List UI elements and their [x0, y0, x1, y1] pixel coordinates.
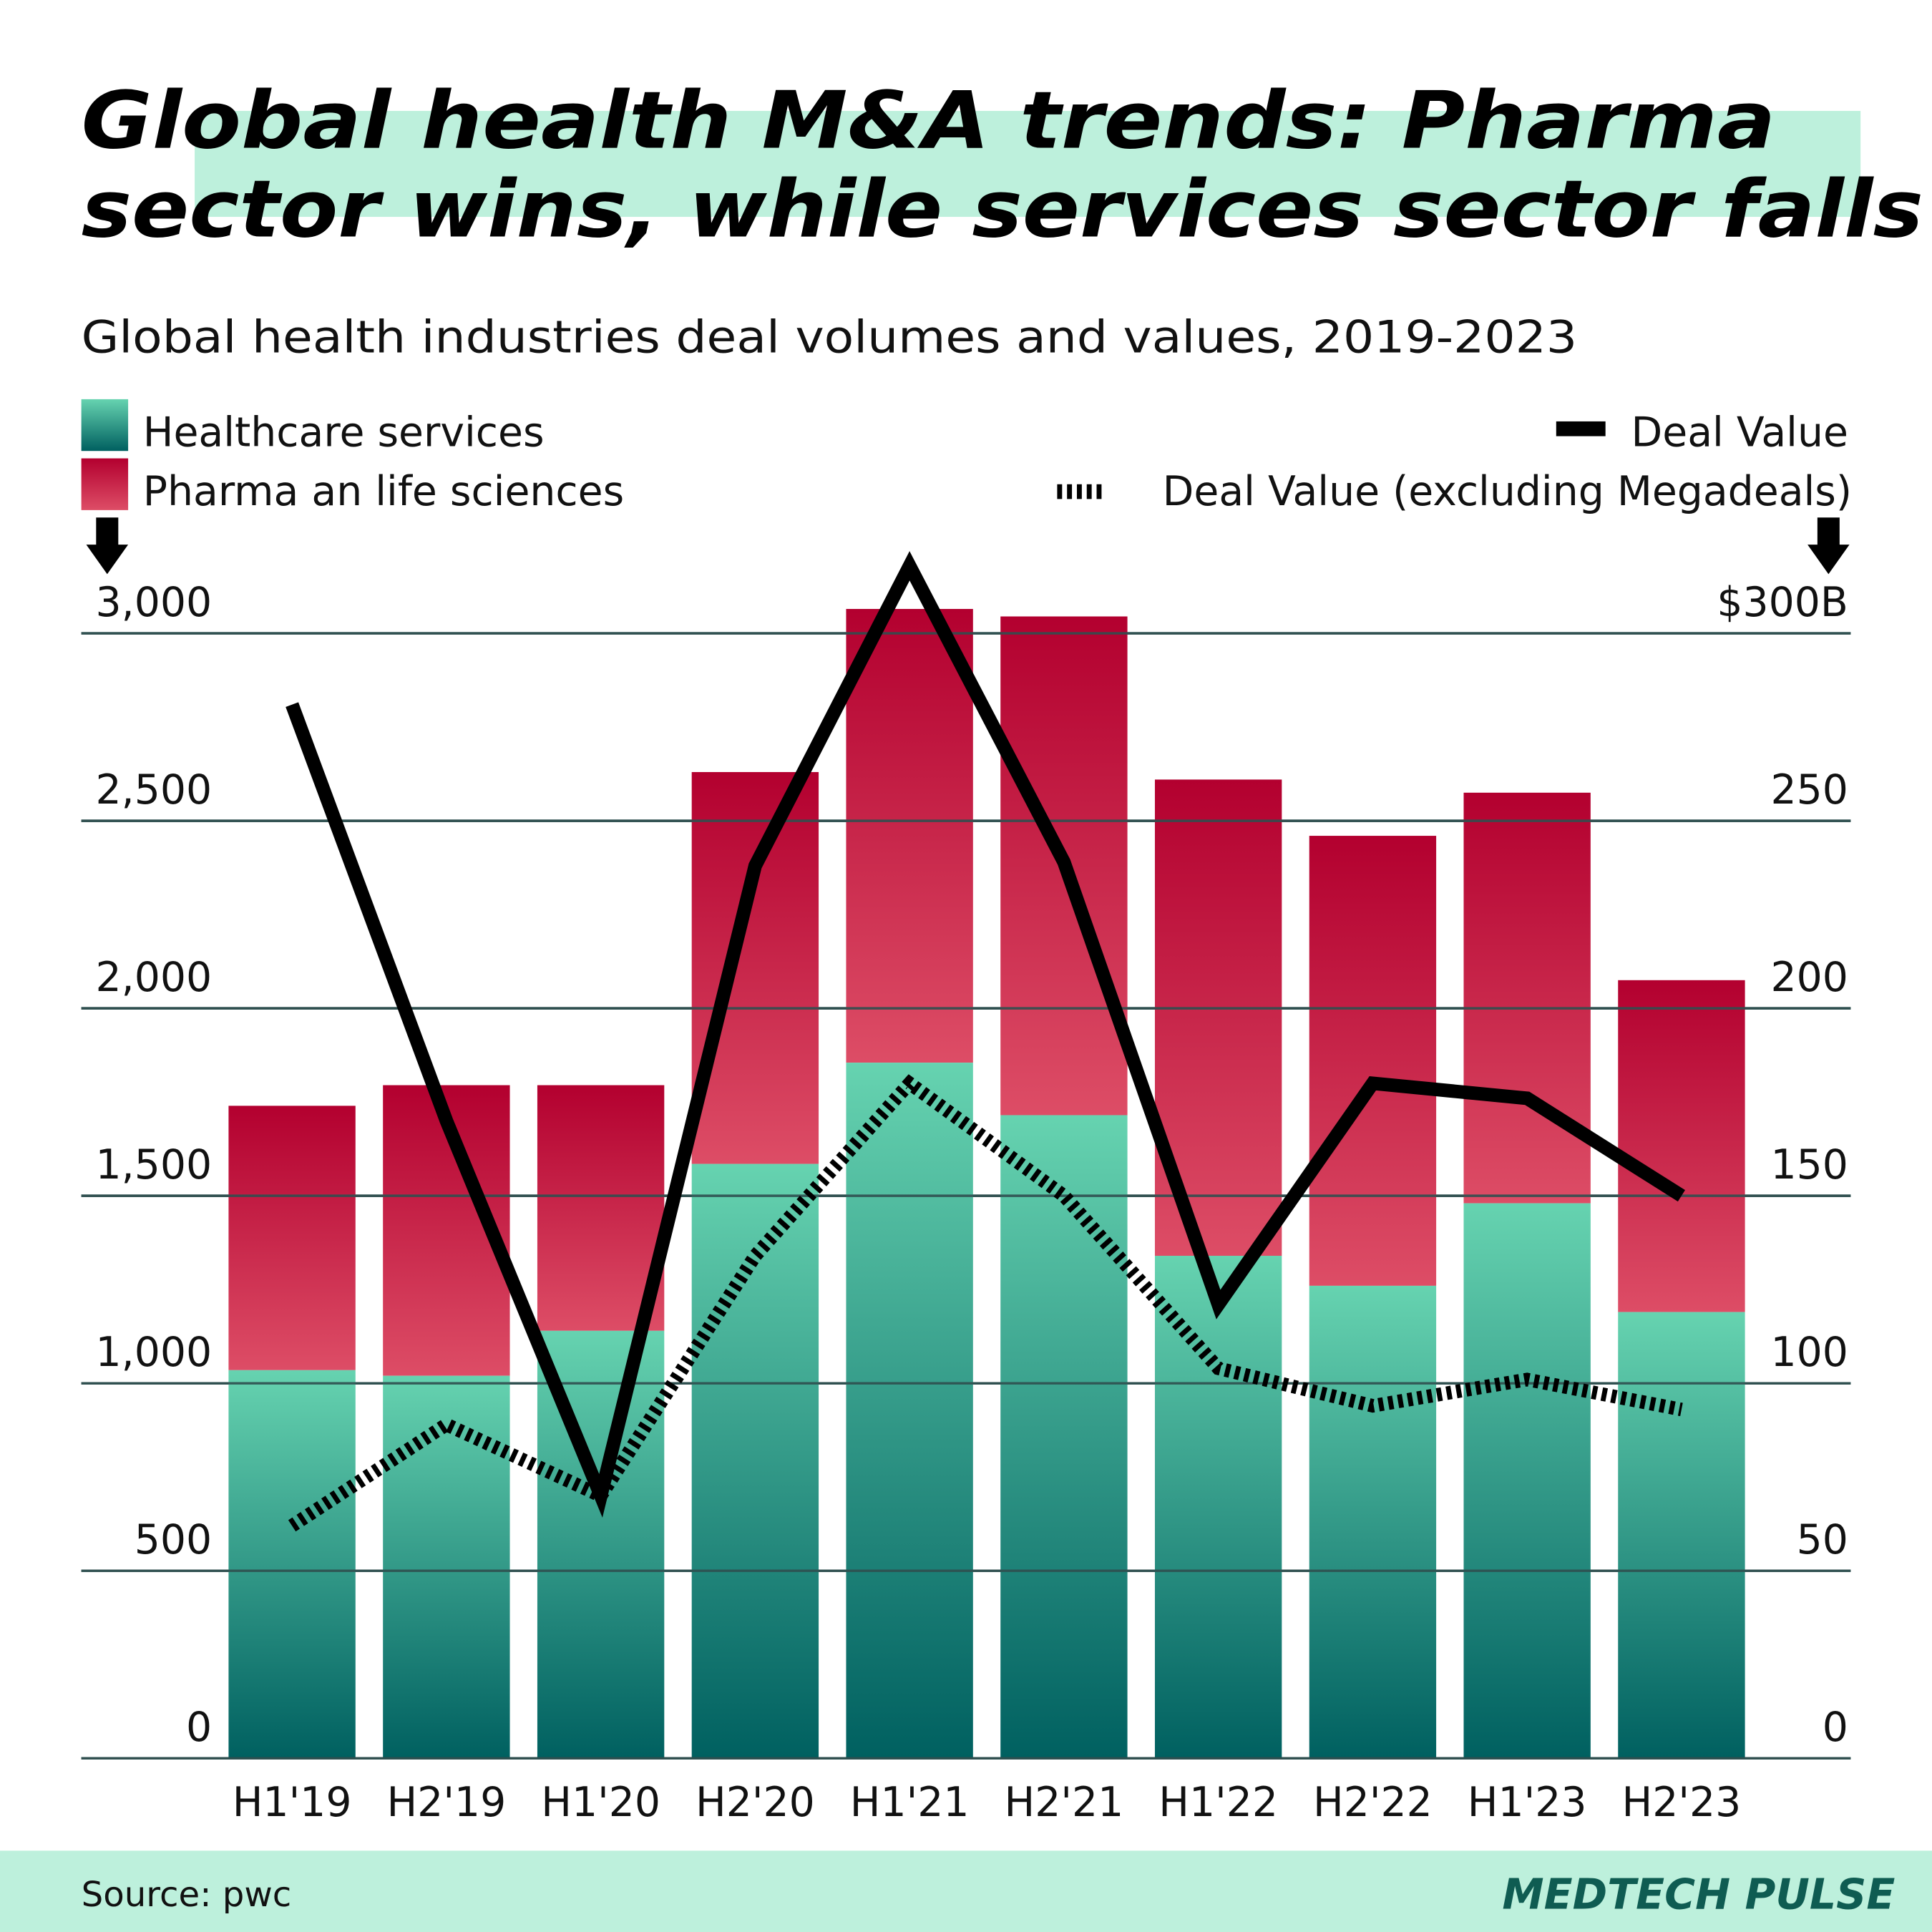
legend-label-deal-value: Deal Value [1631, 409, 1848, 456]
deal-value-line [286, 551, 1685, 1518]
legend-label-pharma: Pharma an life sciences [143, 468, 625, 515]
bar-pharma [691, 771, 819, 1164]
bar-healthcare [228, 1370, 356, 1759]
left-axis-tick-label: 0 [186, 1704, 212, 1751]
x-axis-label: H2'23 [1622, 1779, 1742, 1826]
right-axis-tick-label: 150 [1770, 1141, 1848, 1189]
bar-pharma [537, 1085, 665, 1331]
legend-swatch-deal-value [1556, 421, 1606, 436]
deal-value-ex-megadeals-line [288, 1074, 1683, 1532]
right-axis-tick-label: 200 [1770, 954, 1848, 1001]
legend-label-deal-value-ex: Deal Value (excluding Megadeals) [1163, 468, 1852, 515]
x-axis-label: H1'21 [850, 1779, 970, 1826]
subtitle: Global health industries deal volumes an… [82, 311, 1577, 363]
bar-pharma [1309, 836, 1437, 1286]
legend-swatch-pharma [81, 458, 129, 510]
bar-pharma [1463, 792, 1591, 1204]
x-axis-label: H2'20 [696, 1779, 815, 1826]
bar-healthcare [383, 1375, 510, 1759]
right-axis-arrow-icon [1807, 517, 1850, 575]
x-axis-label: H1'20 [541, 1779, 660, 1826]
left-axis-tick-label: 500 [135, 1516, 212, 1563]
x-axis-label: H1'23 [1468, 1779, 1587, 1826]
x-axis-label: H1'22 [1158, 1779, 1278, 1826]
title-highlight [195, 110, 1861, 218]
left-axis-tick-label: 3,000 [96, 579, 213, 626]
footer-bar [0, 1850, 1932, 1932]
right-axis-tick-label: 250 [1770, 766, 1848, 814]
bar-pharma [1618, 980, 1745, 1312]
bar-pharma [846, 609, 973, 1063]
right-axis-tick-label: $300B [1717, 579, 1848, 626]
title-line-1: Global health M&A trends: Pharma [82, 75, 1776, 167]
left-axis-tick-label: 2,000 [96, 954, 213, 1001]
right-axis-tick-label: 50 [1797, 1516, 1848, 1563]
bar-pharma [228, 1106, 356, 1370]
legend-label-healthcare: Healthcare services [143, 409, 545, 456]
left-axis-tick-label: 1,500 [96, 1141, 213, 1189]
bar-healthcare [1309, 1285, 1437, 1759]
left-axis-tick-label: 2,500 [96, 766, 213, 814]
bar-healthcare [846, 1063, 973, 1759]
left-axis-tick-label: 1,000 [96, 1329, 213, 1376]
bar-healthcare [1618, 1312, 1745, 1759]
bar-healthcare [1000, 1115, 1128, 1759]
legend-swatch-healthcare [81, 399, 129, 452]
source-note: Source: pwc [82, 1875, 292, 1915]
bar-healthcare [1463, 1203, 1591, 1759]
x-axis-label: H2'21 [1005, 1779, 1124, 1826]
right-axis-tick-label: 0 [1823, 1704, 1848, 1751]
bar-healthcare [1154, 1255, 1282, 1759]
title-line-2: sector wins, while services sector falls [82, 164, 1923, 255]
right-axis-tick-label: 100 [1770, 1329, 1848, 1376]
brand-logo: MEDTECH PULSE [1502, 1870, 1895, 1918]
left-axis-arrow-icon [86, 517, 129, 575]
x-axis-label: H2'22 [1313, 1779, 1433, 1826]
x-axis-label: H1'19 [233, 1779, 352, 1826]
x-axis-label: H2'19 [386, 1779, 506, 1826]
